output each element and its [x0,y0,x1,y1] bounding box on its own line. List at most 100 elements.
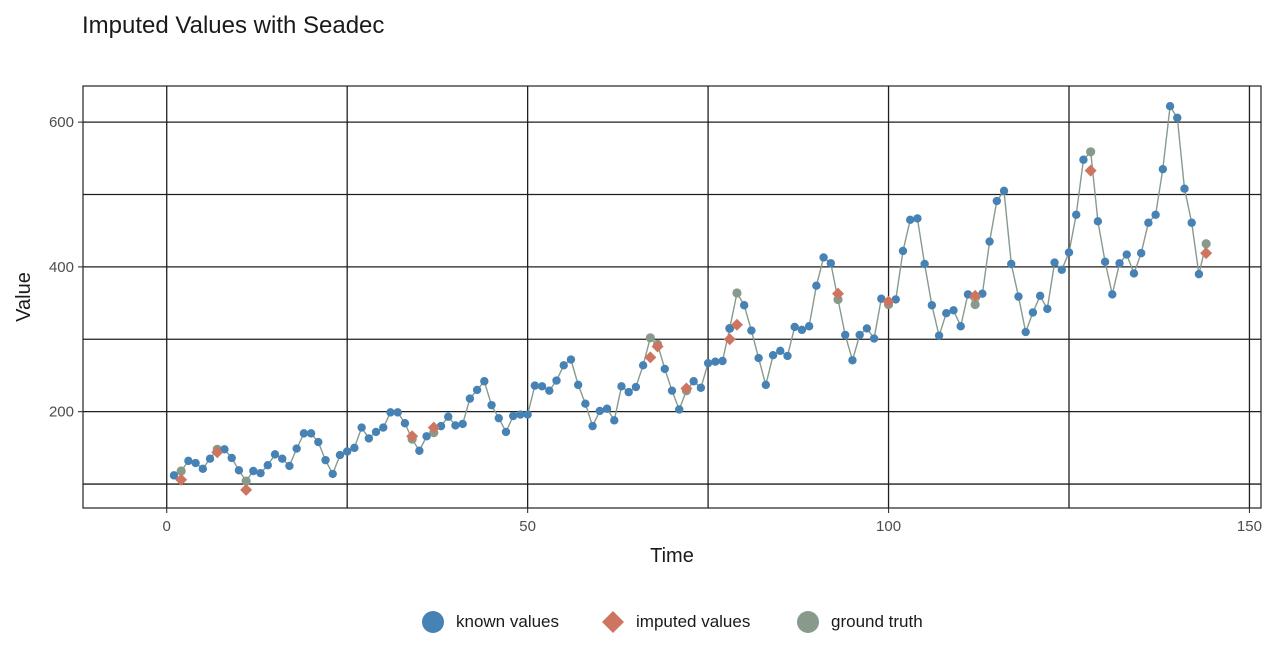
known-value-point [342,447,352,456]
known-value-point [949,306,958,315]
imputed-value-point [240,483,253,496]
known-value-point [1158,164,1168,174]
known-value-point [761,380,771,390]
known-value-point [451,421,460,430]
known-value-point [696,383,706,392]
legend-key-ground-truth [797,611,819,633]
known-value-point [1043,304,1052,314]
known-value-point [444,412,453,421]
imputed-value-point [644,351,657,364]
known-value-point [718,356,727,366]
known-value-point [537,382,547,391]
known-value-point [545,386,554,395]
known-value-point [754,353,763,363]
known-value-point [480,377,489,386]
ground-truth-point [176,466,186,476]
known-value-point [1079,155,1088,164]
imputed-value-point [723,333,736,346]
known-value-point [905,215,915,225]
known-value-point [494,413,503,423]
known-value-point [1021,327,1030,337]
data-points [169,101,1213,496]
ground-truth-point [1086,147,1096,157]
known-value-point [783,351,792,361]
known-value-point [610,416,619,425]
known-value-point [379,423,388,432]
known-value-point [364,434,374,443]
known-value-point [675,405,684,414]
known-value-point [1115,259,1124,268]
known-value-point [826,259,835,268]
imputed-value-point [730,318,743,331]
known-value-point [617,382,626,391]
known-value-point [256,468,265,478]
known-value-point [523,410,532,419]
known-value-point [631,382,641,392]
known-value-point [1194,269,1204,279]
known-value-point [321,455,330,465]
known-value-point [198,464,208,474]
known-value-point [1064,248,1074,257]
known-value-point [624,387,633,397]
known-value-point [559,361,568,370]
known-value-point [1028,308,1038,317]
legend-key-known-values [422,611,444,633]
known-value-point [985,237,994,246]
legend-label-ground-truth: ground truth [831,612,923,631]
known-value-point [1050,258,1059,267]
imputed-value-point [1200,247,1213,260]
known-value-point [776,346,785,356]
ground-truth-point [732,288,742,298]
known-value-point [227,453,236,463]
imputed-value-point [832,287,845,300]
known-value-point [819,253,828,262]
legend-label-imputed-values: imputed values [636,612,751,631]
known-value-point [278,454,287,463]
known-value-point [588,421,597,431]
grid-lines [83,86,1261,508]
known-value-point [1057,265,1066,274]
known-value-point [371,427,381,437]
y-axis-tick-label: 600 [49,114,74,131]
imputed-value-point [211,446,224,459]
known-value-point [1014,292,1023,301]
known-value-point [1072,210,1081,219]
known-value-point [848,356,857,365]
legend-label-known-values: known values [456,612,560,631]
known-value-point [1180,184,1189,193]
x-axis-tick-label: 0 [163,518,171,535]
ground-truth-point [645,333,655,343]
known-value-point [1007,259,1016,269]
known-value-point [581,399,590,408]
known-value-point [898,246,908,256]
plot-panel-border [82,85,1262,509]
known-value-point [263,461,272,470]
known-value-point [465,394,475,403]
known-value-point [516,410,525,419]
known-value-point [841,330,850,340]
known-value-point [328,469,337,479]
known-value-point [191,458,200,468]
legend-key-imputed-values [602,611,624,633]
known-value-point [205,454,215,463]
known-value-point [234,466,244,475]
y-axis-tick-label: 200 [49,404,74,421]
known-value-point [1100,257,1110,267]
known-value-point [711,357,720,366]
imputed-value-point [969,289,982,302]
imputed-value-point [1084,164,1097,177]
legend-item-imputed-values: imputed values [600,604,750,640]
known-value-point [739,301,749,310]
y-axis-tick-label: 400 [49,259,74,276]
known-value-point [573,380,583,390]
imputed-value-point [175,473,188,486]
known-value-point [357,423,366,432]
known-value-point [602,404,612,413]
known-value-point [270,450,280,459]
legend: known values imputed values ground truth [0,604,1274,640]
known-value-point [487,400,496,410]
known-value-point [314,437,323,447]
known-value-point [862,324,872,333]
known-value-point [292,444,301,453]
x-axis-tick-label: 150 [1237,518,1262,535]
